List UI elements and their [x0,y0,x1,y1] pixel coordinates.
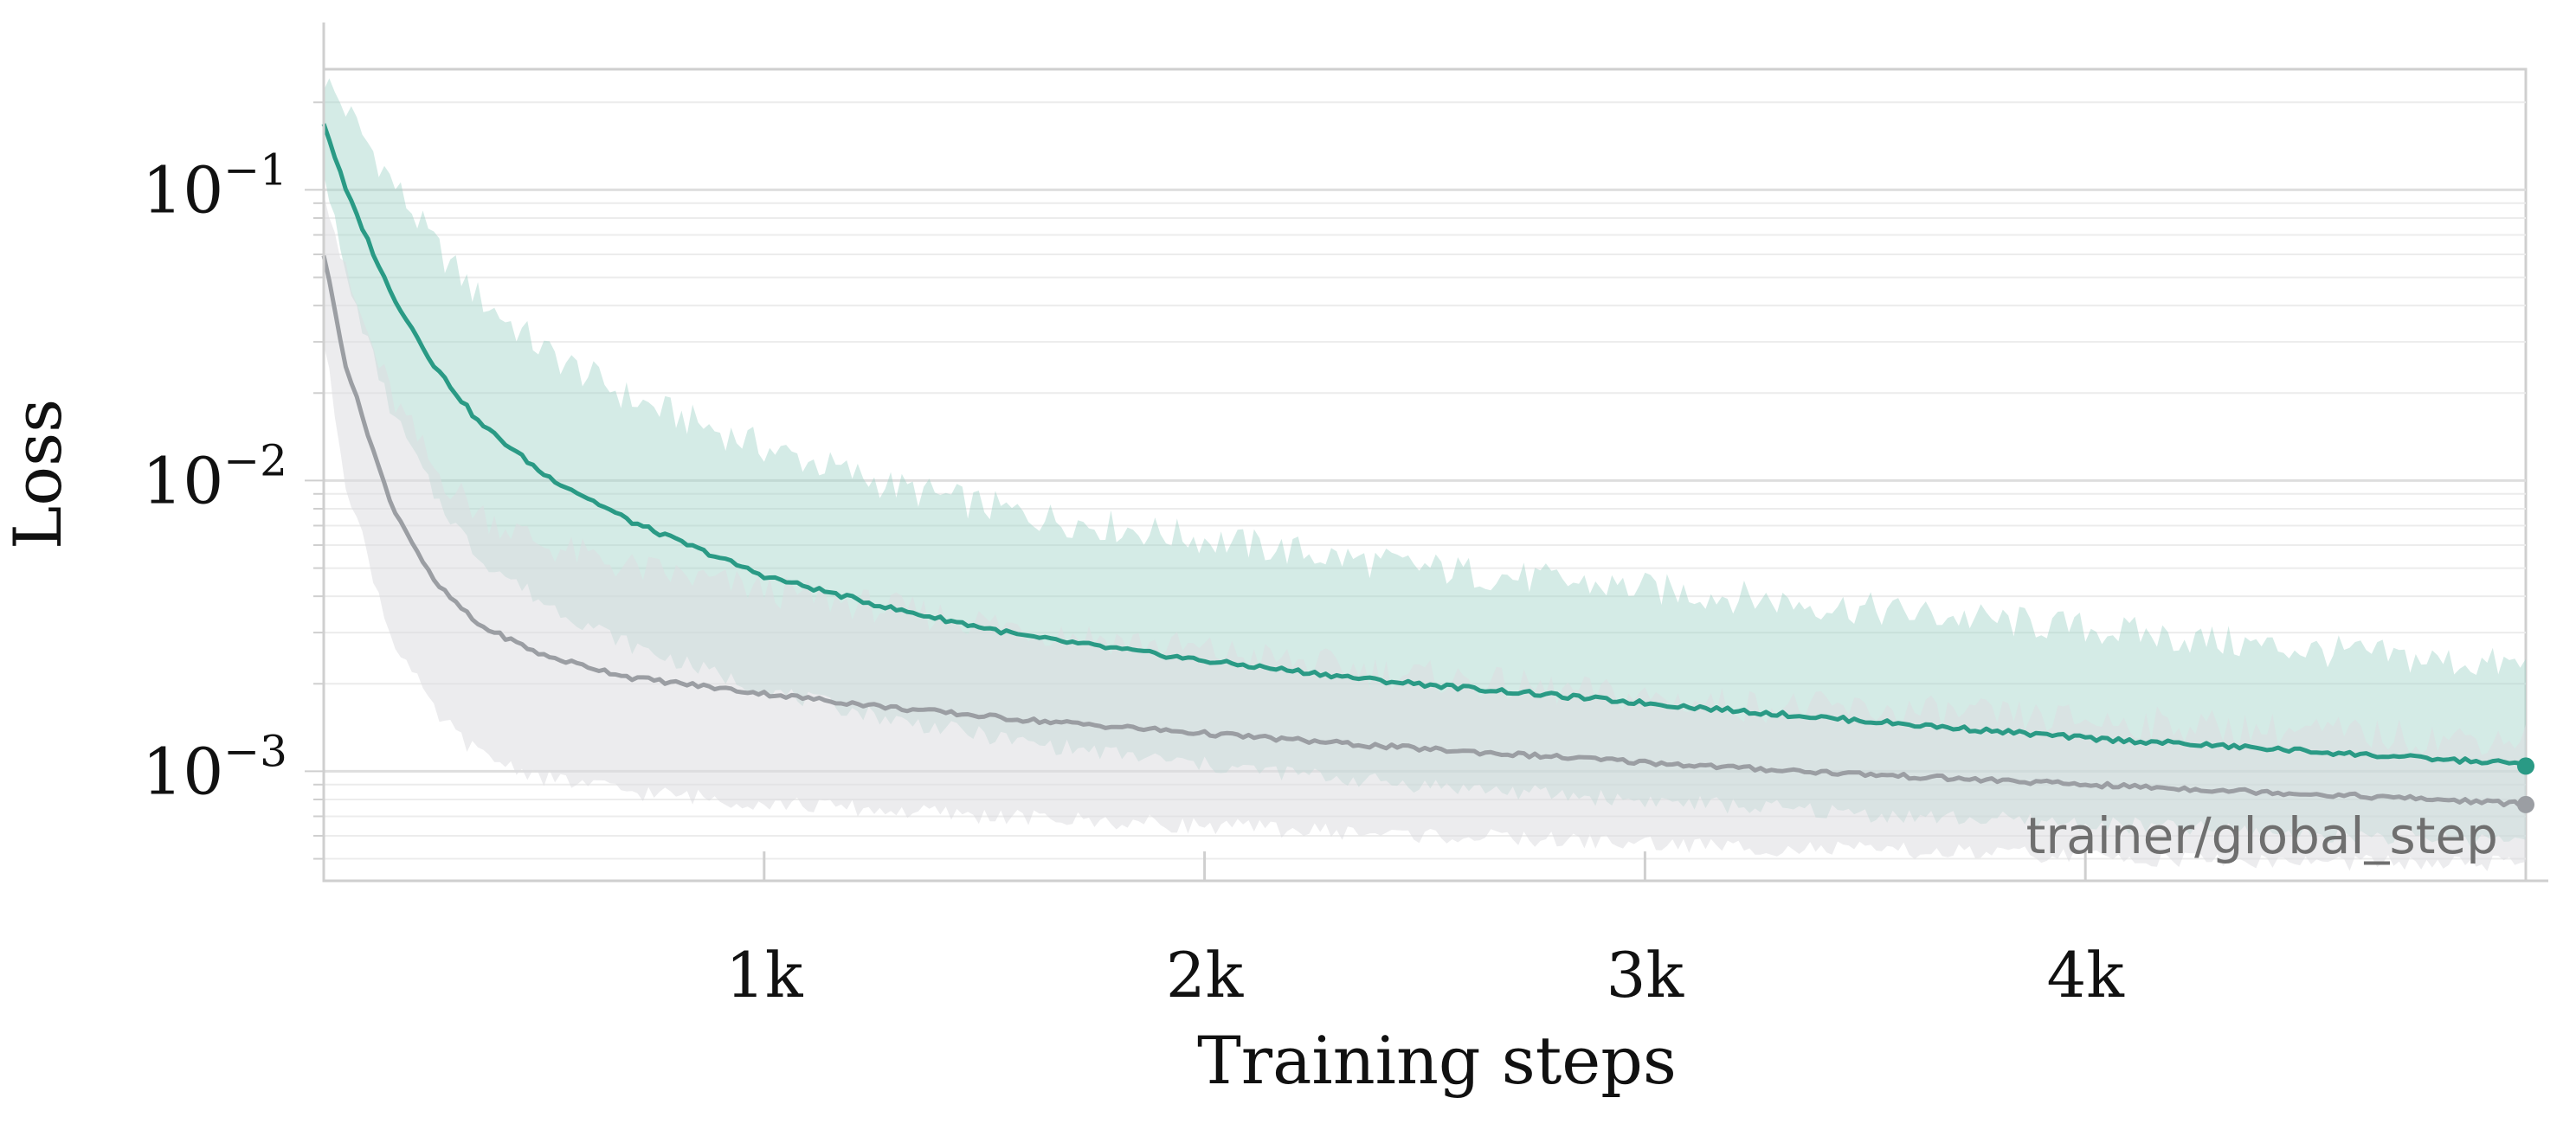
y-axis-label: Loss [0,399,76,549]
x-tick-label: 3k [1607,939,1685,1011]
axis-layer: 1k 2k 3k 4k 10−1 10−2 10−3 [142,22,2548,1011]
series-endpoint-run-gray [2517,795,2534,813]
y-tick-label: 10−3 [142,726,287,809]
global-step-annotation: trainer/global_step [2026,806,2498,865]
x-axis-label: Training steps [1197,1022,1677,1099]
band-layer [324,78,2526,871]
line-layer [321,123,2534,813]
y-tick-label: 10−2 [142,435,287,518]
series-line-run-teal [321,123,2528,768]
x-tick-label: 4k [2046,939,2125,1011]
x-tick-label: 1k [725,939,804,1011]
y-tick-label: 10−1 [142,144,287,228]
x-tick-label: 2k [1166,939,1245,1011]
series-line-run-gray [321,254,2527,809]
series-endpoint-run-teal [2517,757,2534,775]
